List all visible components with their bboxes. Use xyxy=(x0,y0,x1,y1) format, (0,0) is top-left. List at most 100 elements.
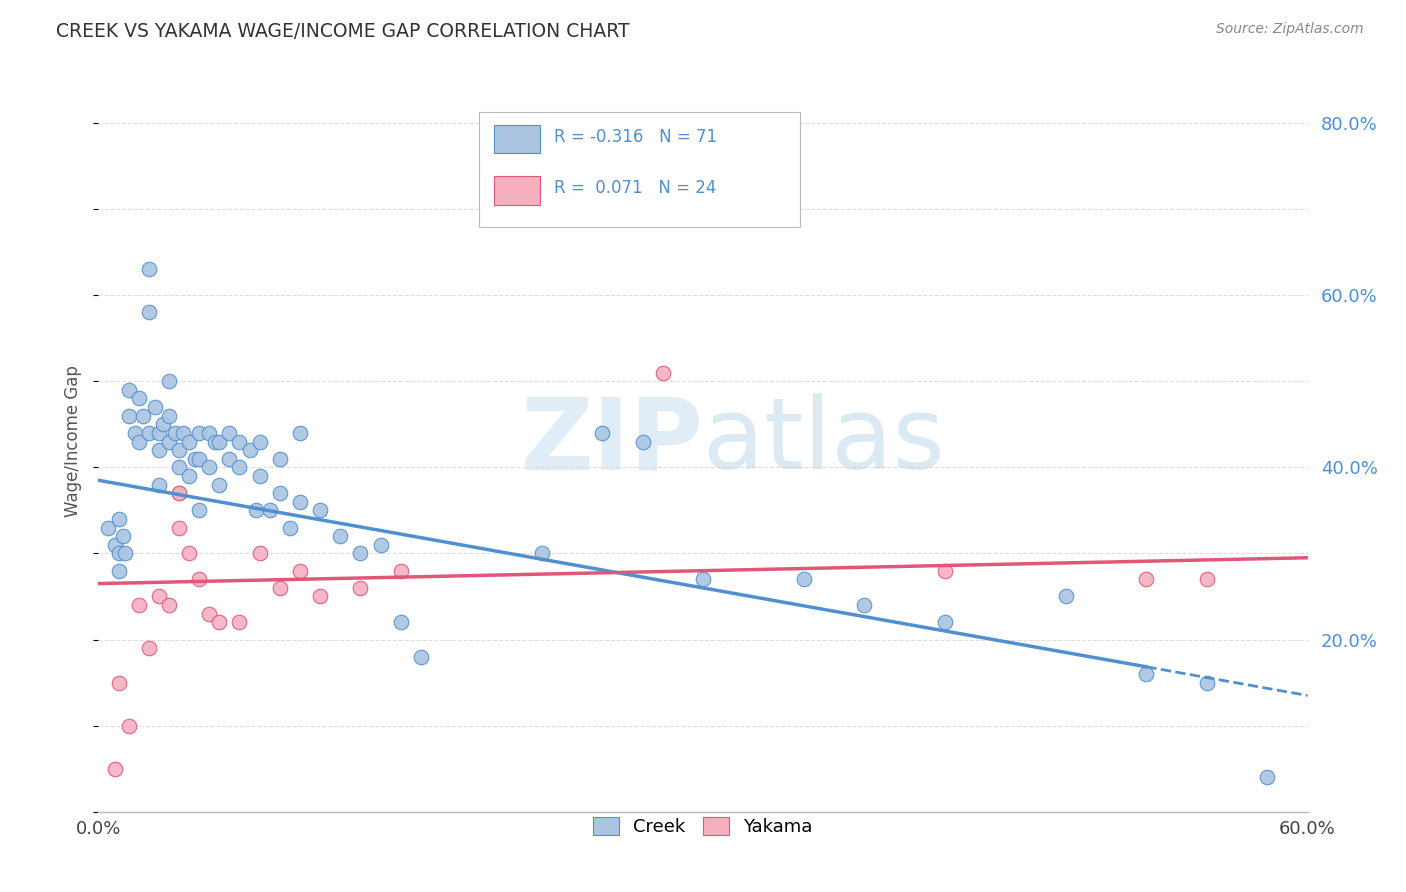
Point xyxy=(249,546,271,560)
Text: atlas: atlas xyxy=(703,393,945,490)
Point xyxy=(288,495,311,509)
Point xyxy=(128,434,150,449)
Point xyxy=(269,581,291,595)
Point xyxy=(179,546,201,560)
Point xyxy=(148,443,170,458)
Point xyxy=(934,564,956,578)
Point xyxy=(188,425,211,440)
Point xyxy=(309,590,332,604)
Point xyxy=(208,477,231,491)
Point xyxy=(103,538,125,552)
Point xyxy=(349,546,371,560)
Point xyxy=(179,434,201,449)
Point xyxy=(409,649,432,664)
Point xyxy=(118,383,141,397)
Point xyxy=(370,538,392,552)
Point xyxy=(179,469,201,483)
Point xyxy=(1256,770,1278,784)
Point xyxy=(167,460,190,475)
Point xyxy=(249,469,271,483)
Point xyxy=(198,425,221,440)
Bar xyxy=(494,177,540,204)
Point xyxy=(172,425,194,440)
Point xyxy=(389,564,412,578)
Point xyxy=(218,425,240,440)
Point xyxy=(107,546,129,560)
Point xyxy=(228,434,250,449)
Point xyxy=(853,598,876,612)
Point xyxy=(138,305,160,319)
Point xyxy=(249,434,271,449)
Text: R = -0.316   N = 71: R = -0.316 N = 71 xyxy=(554,128,717,145)
Point xyxy=(278,521,301,535)
Point xyxy=(1054,590,1077,604)
Point xyxy=(132,409,155,423)
Point xyxy=(103,762,125,776)
Point xyxy=(148,425,170,440)
Point xyxy=(204,434,226,449)
Text: ZIP: ZIP xyxy=(520,393,703,490)
Point xyxy=(239,443,262,458)
Point xyxy=(107,564,129,578)
Point xyxy=(934,615,956,630)
Point xyxy=(631,434,654,449)
Point xyxy=(228,615,250,630)
Point xyxy=(167,521,190,535)
Point xyxy=(259,503,281,517)
Point xyxy=(138,641,160,656)
Point xyxy=(1135,572,1157,586)
FancyBboxPatch shape xyxy=(479,112,800,227)
Point xyxy=(107,675,129,690)
Text: R =  0.071   N = 24: R = 0.071 N = 24 xyxy=(554,179,717,197)
Point xyxy=(114,546,136,560)
Point xyxy=(138,262,160,277)
Point xyxy=(228,460,250,475)
Point xyxy=(157,598,180,612)
Point xyxy=(269,486,291,500)
Point xyxy=(309,503,332,517)
Bar xyxy=(494,125,540,153)
Point xyxy=(188,451,211,466)
Point xyxy=(148,590,170,604)
Point xyxy=(198,607,221,621)
Point xyxy=(157,434,180,449)
Point xyxy=(198,460,221,475)
Point xyxy=(167,486,190,500)
Point xyxy=(157,374,180,388)
Point xyxy=(148,477,170,491)
Point xyxy=(138,425,160,440)
Point xyxy=(288,564,311,578)
Point xyxy=(118,718,141,732)
Text: Source: ZipAtlas.com: Source: ZipAtlas.com xyxy=(1216,22,1364,37)
Point xyxy=(288,425,311,440)
Point xyxy=(1195,675,1218,690)
Point xyxy=(143,400,166,414)
Point xyxy=(329,529,352,543)
Point xyxy=(208,434,231,449)
Point xyxy=(269,451,291,466)
Point xyxy=(152,417,174,432)
Point xyxy=(184,451,207,466)
Point xyxy=(167,486,190,500)
Point xyxy=(218,451,240,466)
Legend: Creek, Yakama: Creek, Yakama xyxy=(586,810,820,844)
Point xyxy=(208,615,231,630)
Point xyxy=(107,512,129,526)
Point xyxy=(591,425,613,440)
Point xyxy=(124,425,146,440)
Point xyxy=(1135,667,1157,681)
Point xyxy=(692,572,714,586)
Point xyxy=(1195,572,1218,586)
Point xyxy=(167,443,190,458)
Point xyxy=(163,425,186,440)
Point xyxy=(128,598,150,612)
Point xyxy=(389,615,412,630)
Point xyxy=(188,503,211,517)
Point xyxy=(530,546,553,560)
Point xyxy=(245,503,267,517)
Point xyxy=(111,529,134,543)
Point xyxy=(118,409,141,423)
Point xyxy=(157,409,180,423)
Point xyxy=(651,366,673,380)
Point xyxy=(793,572,815,586)
